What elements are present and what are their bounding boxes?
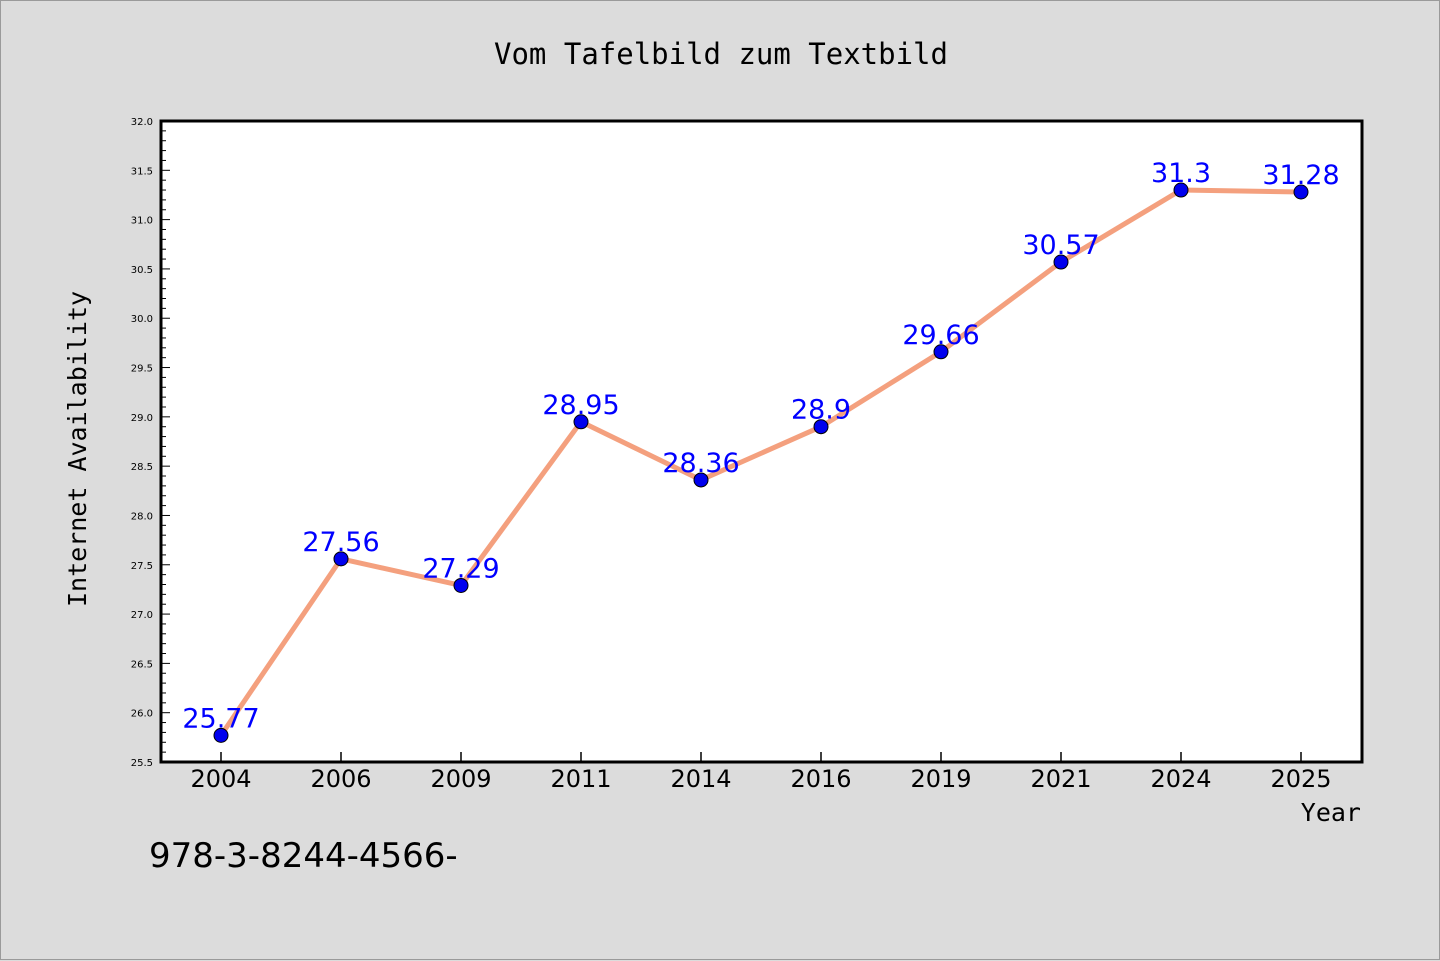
plot-area — [159, 119, 1364, 764]
y-tick-label: 29.5 — [131, 364, 153, 375]
x-tick-label: 2004 — [190, 765, 251, 793]
y-axis-ticks: 25.5 26.0 26.5 27.0 27.5 28.0 28.5 29.0 29.5 30.0… — [131, 117, 170, 769]
y-axis-label: Internet Availability — [63, 291, 92, 607]
y-tick-label: 28.5 — [131, 462, 153, 473]
data-label: 28.36 — [662, 448, 739, 479]
x-axis-ticks: 2004 2006 2009 2011 2014 2016 2019 2021 2024 2025 — [190, 752, 1332, 793]
data-point — [1053, 254, 1069, 270]
y-tick-label: 25.5 — [131, 758, 153, 769]
y-tick-label: 30.0 — [131, 314, 153, 325]
x-tick-label: 2021 — [1030, 765, 1091, 793]
data-point — [333, 551, 349, 567]
x-tick-label: 2024 — [1150, 765, 1211, 793]
data-markers — [213, 182, 1309, 743]
footer-text: 978-3-8244-4566- — [149, 836, 458, 876]
x-axis-label: Year — [1301, 798, 1361, 827]
chart-title: Vom Tafelbild zum Textbild — [494, 37, 948, 71]
data-label: 27.29 — [422, 553, 499, 584]
y-tick-label: 31.5 — [131, 166, 153, 177]
series-line — [218, 187, 1304, 738]
data-label: 28.9 — [791, 395, 851, 426]
data-labels: 25.77 27.56 27.29 28.95 28.36 28.9 29.66 30.57 3… — [182, 158, 1339, 734]
y-tick-label: 30.5 — [131, 265, 153, 276]
x-tick-label: 2006 — [310, 765, 371, 793]
data-label: 29.66 — [902, 320, 979, 351]
x-tick-label: 2011 — [550, 765, 611, 793]
data-label: 31.28 — [1262, 160, 1339, 191]
y-tick-label: 27.5 — [131, 561, 153, 572]
data-label: 30.57 — [1022, 230, 1099, 261]
y-tick-label: 29.0 — [131, 413, 153, 424]
y-tick-label: 26.5 — [131, 659, 153, 670]
data-point — [1293, 184, 1309, 200]
y-tick-label: 31.0 — [131, 216, 153, 227]
data-point — [213, 727, 229, 743]
x-tick-label: 2016 — [790, 765, 851, 793]
y-tick-label: 32.0 — [131, 117, 153, 128]
data-point — [453, 577, 469, 593]
data-label: 25.77 — [182, 703, 259, 734]
x-tick-label: 2014 — [670, 765, 731, 793]
y-tick-label: 27.0 — [131, 610, 153, 621]
x-tick-label: 2025 — [1270, 765, 1331, 793]
data-label: 27.56 — [302, 527, 379, 558]
data-point — [1173, 182, 1189, 198]
data-label: 28.95 — [542, 390, 619, 421]
data-point — [573, 414, 589, 430]
x-tick-label: 2009 — [430, 765, 491, 793]
data-point — [693, 472, 709, 488]
y-tick-label: 26.0 — [131, 709, 153, 720]
y-tick-label: 28.0 — [131, 511, 153, 522]
x-tick-label: 2019 — [910, 765, 971, 793]
data-point — [933, 344, 949, 360]
data-label: 31.3 — [1151, 158, 1211, 189]
data-point — [813, 419, 829, 435]
